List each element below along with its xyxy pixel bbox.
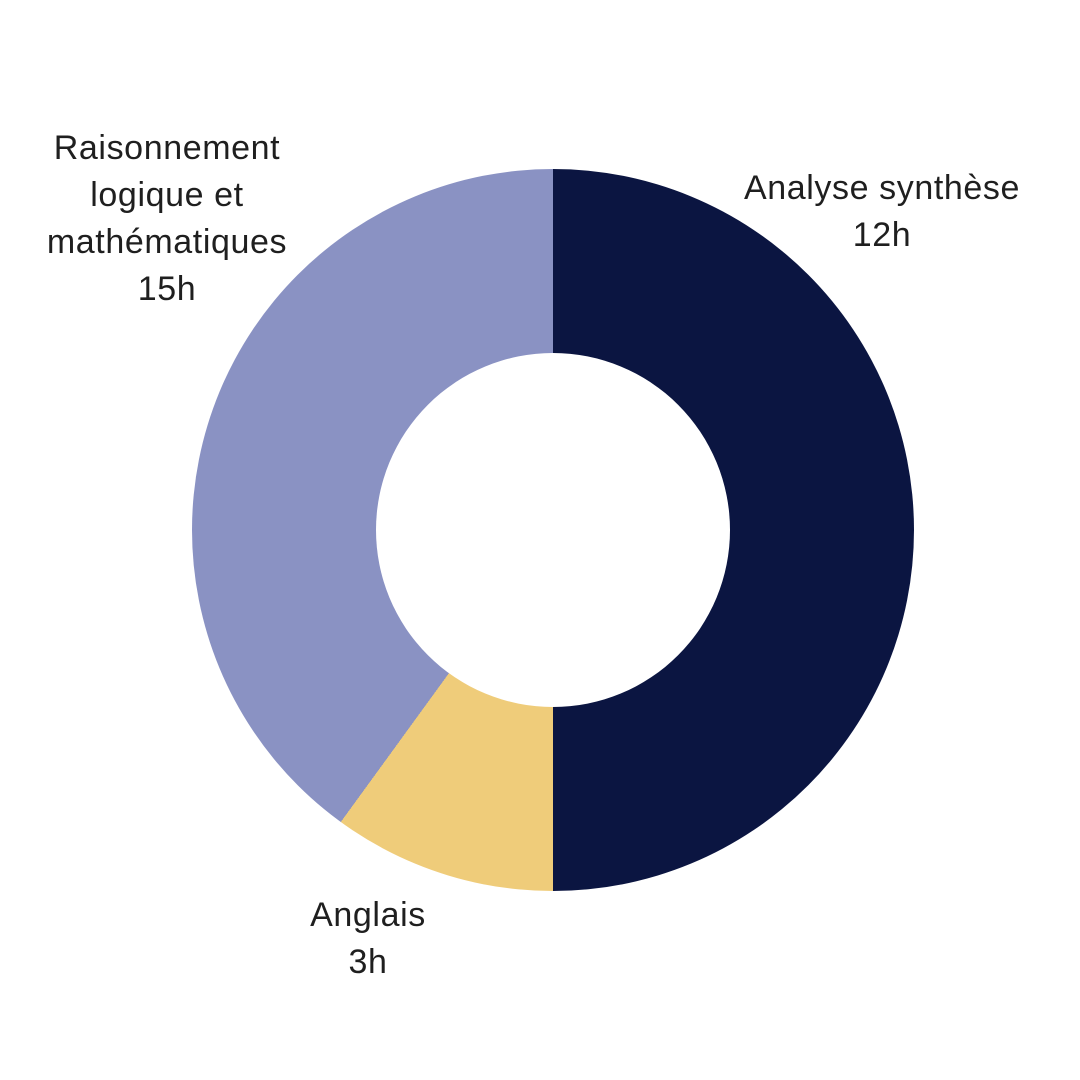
- segment-label-line: mathématiques: [46, 223, 288, 261]
- segment-label-line: Anglais: [310, 896, 426, 934]
- segment-label-raisonnement: Raisonnement logique et mathématiques 15…: [7, 125, 327, 313]
- segment-label-analyse-synthese: Analyse synthèse 12h: [722, 165, 1042, 259]
- segment-value-label: 12h: [852, 216, 912, 254]
- segment-label-line: Raisonnement: [53, 129, 281, 167]
- segment-label-line: Analyse synthèse: [743, 169, 1021, 207]
- segment-value-label: 15h: [137, 270, 197, 308]
- segment-value-label: 3h: [348, 943, 388, 981]
- segment-label-line: logique et: [90, 176, 244, 214]
- segment-label-anglais: Anglais 3h: [258, 892, 478, 986]
- donut-hole: [376, 353, 730, 707]
